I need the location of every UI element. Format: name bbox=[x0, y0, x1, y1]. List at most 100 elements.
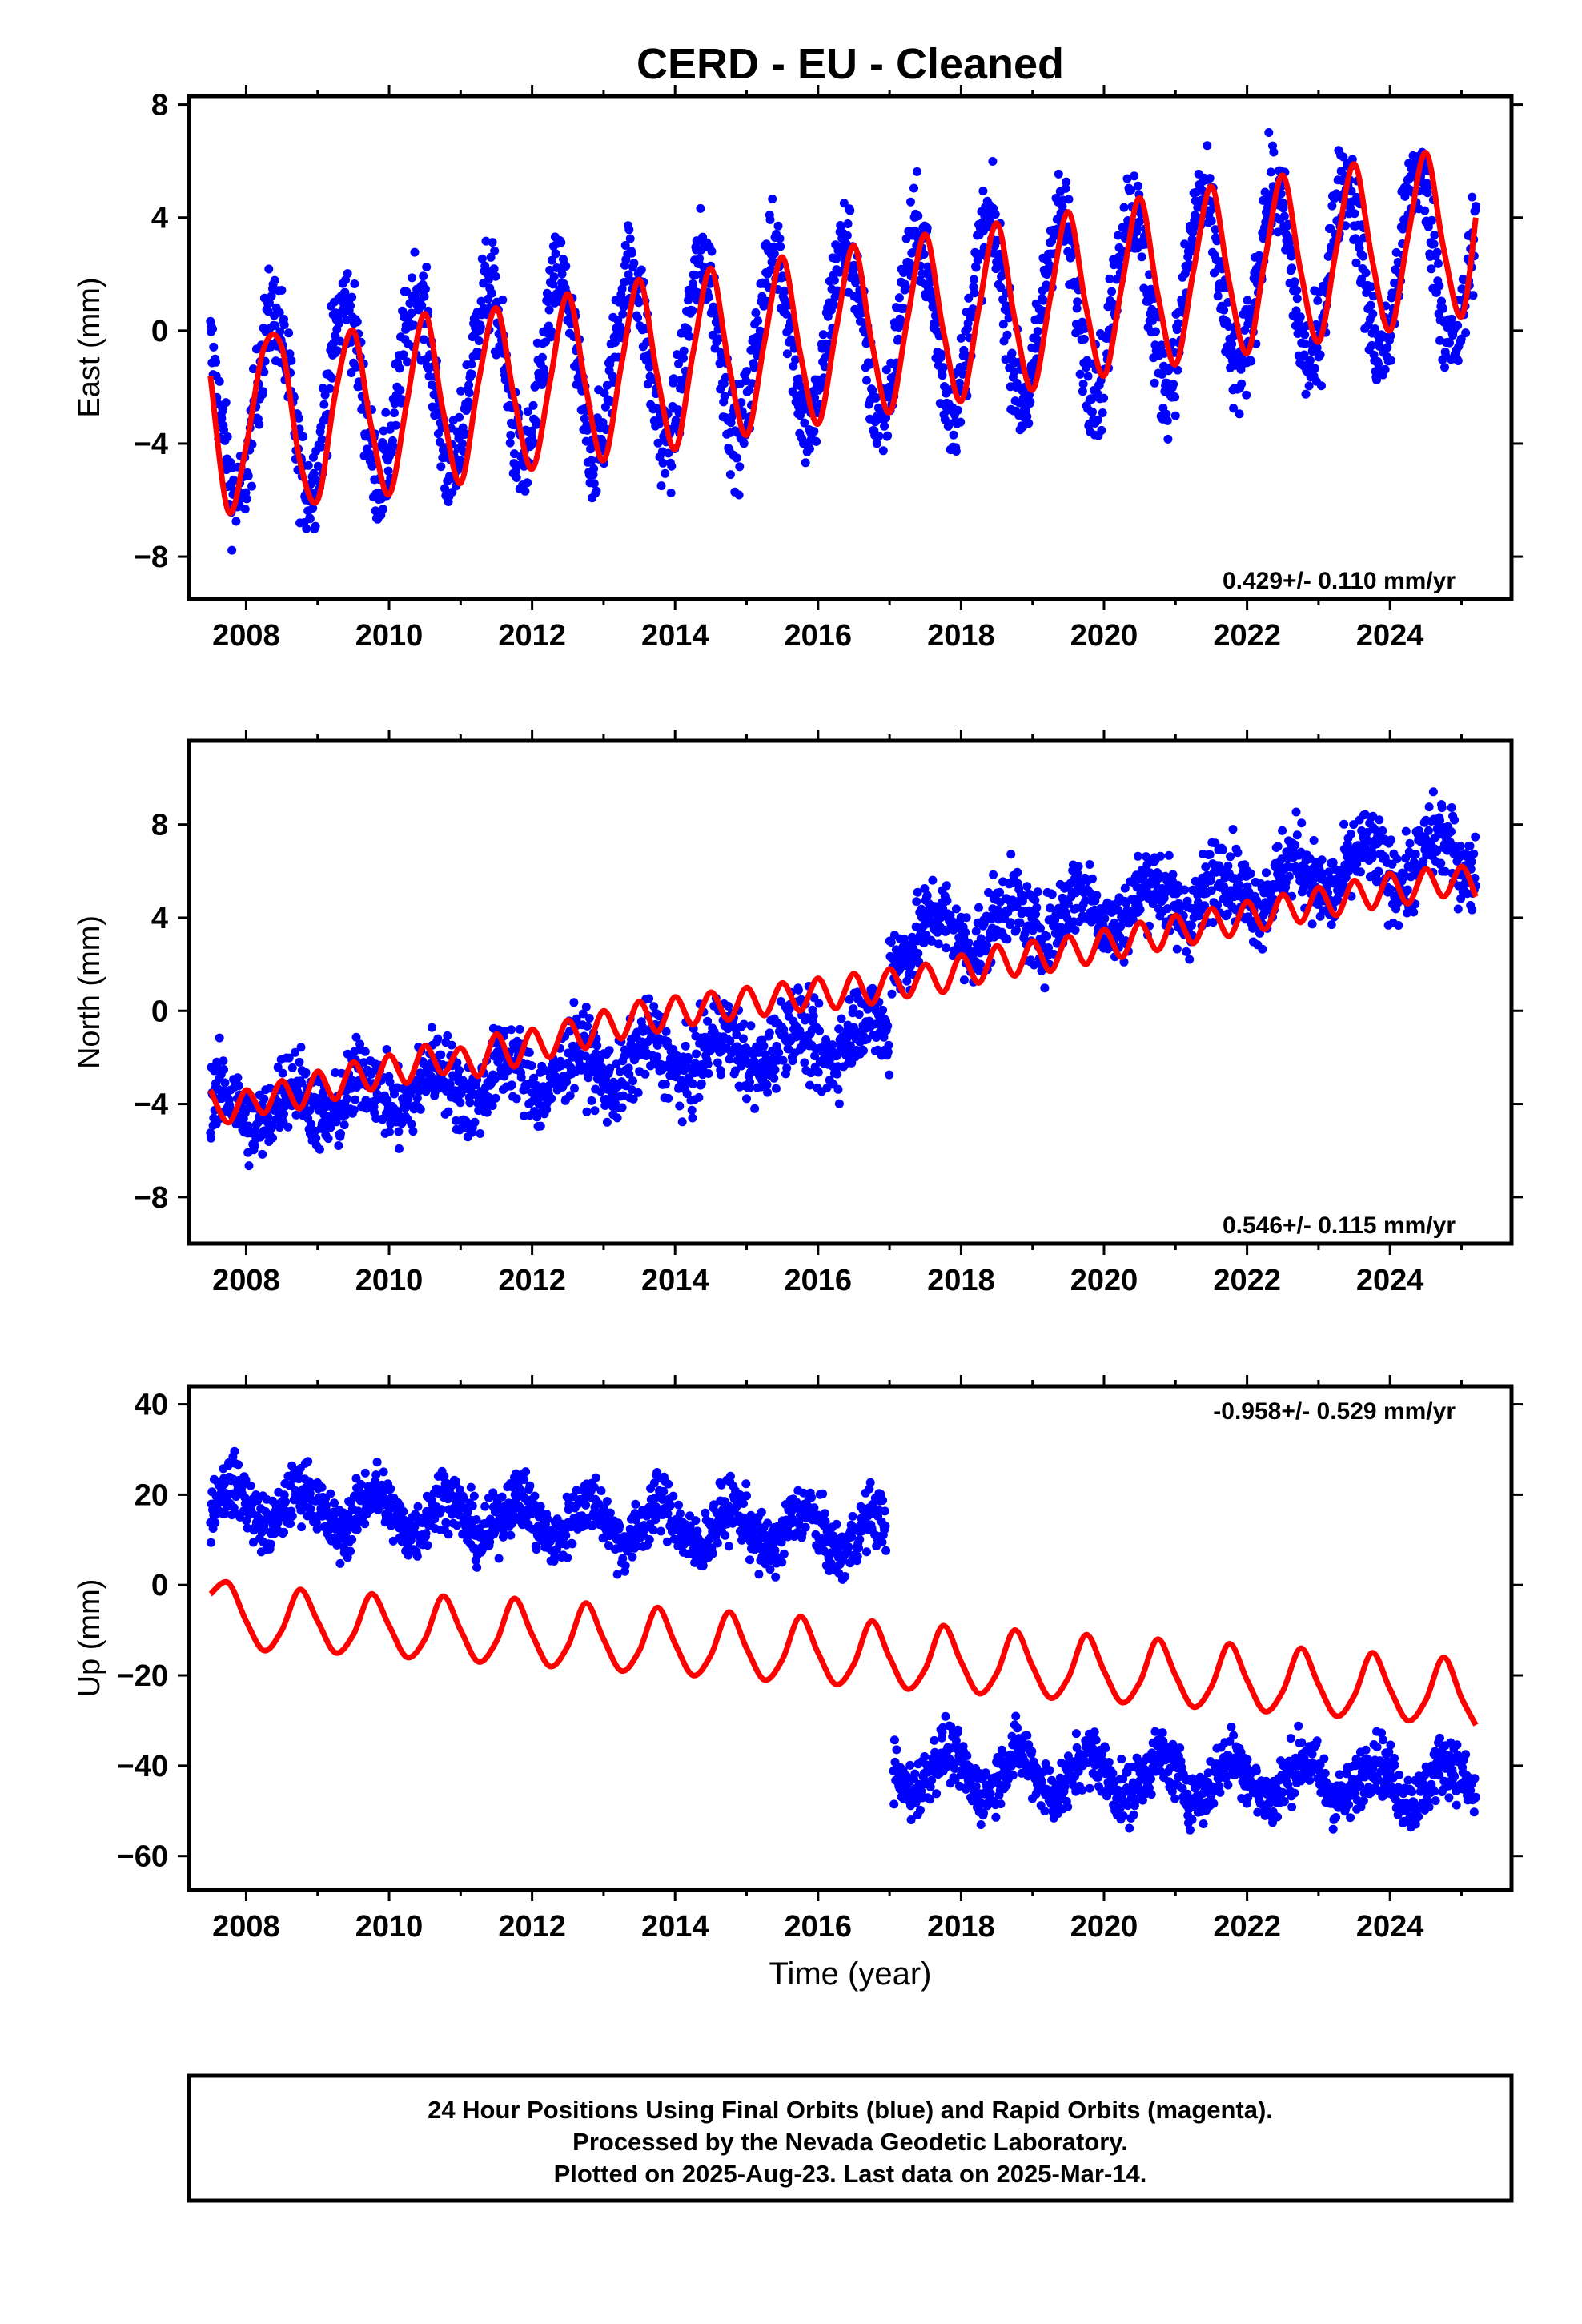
data-point bbox=[934, 939, 943, 949]
data-point bbox=[667, 461, 677, 471]
data-point bbox=[750, 1104, 760, 1113]
data-point bbox=[491, 271, 500, 281]
data-point bbox=[352, 317, 362, 327]
data-point bbox=[1119, 203, 1129, 212]
data-point bbox=[1292, 830, 1302, 840]
data-point bbox=[394, 1127, 404, 1136]
data-point bbox=[684, 1052, 693, 1062]
data-point bbox=[922, 223, 932, 233]
data-point bbox=[995, 887, 1005, 897]
data-point bbox=[716, 1070, 725, 1080]
x-tick-label: 2020 bbox=[1070, 1264, 1138, 1297]
data-point bbox=[1346, 830, 1355, 839]
data-point bbox=[547, 327, 556, 336]
data-point bbox=[1432, 247, 1442, 257]
data-point bbox=[284, 328, 294, 338]
data-point bbox=[1233, 848, 1243, 858]
data-point bbox=[557, 269, 567, 279]
data-point bbox=[913, 167, 921, 176]
data-point bbox=[1223, 909, 1232, 919]
data-point bbox=[443, 1031, 452, 1040]
data-point bbox=[265, 298, 274, 308]
data-point bbox=[1359, 251, 1368, 261]
data-point bbox=[327, 373, 337, 383]
data-point bbox=[308, 504, 318, 513]
data-point bbox=[419, 335, 428, 344]
east-y-axis-label: East (mm) bbox=[73, 277, 106, 417]
data-point bbox=[942, 943, 951, 953]
data-point bbox=[739, 439, 749, 448]
data-point bbox=[1424, 802, 1434, 812]
data-point bbox=[815, 1026, 825, 1035]
data-point bbox=[1468, 192, 1477, 202]
data-point bbox=[778, 1055, 788, 1065]
data-point bbox=[279, 320, 289, 329]
data-point bbox=[217, 414, 227, 424]
data-point bbox=[551, 249, 560, 259]
data-point bbox=[1070, 925, 1080, 935]
data-point bbox=[854, 1010, 864, 1019]
data-point bbox=[1242, 390, 1251, 400]
data-point bbox=[1130, 171, 1139, 181]
data-point bbox=[769, 1073, 779, 1083]
x-tick-label: 2022 bbox=[1213, 619, 1281, 653]
x-tick-label: 2022 bbox=[1213, 1264, 1281, 1297]
data-point bbox=[319, 400, 329, 409]
data-point bbox=[524, 1047, 534, 1057]
data-point bbox=[339, 1120, 349, 1130]
data-point bbox=[1024, 419, 1034, 428]
data-point bbox=[1361, 268, 1371, 278]
data-point bbox=[487, 288, 496, 298]
data-point bbox=[742, 1094, 751, 1104]
y-tick-label: −8 bbox=[134, 541, 168, 574]
data-point bbox=[1223, 861, 1233, 870]
data-point bbox=[1164, 850, 1174, 860]
data-point bbox=[725, 470, 735, 480]
data-point bbox=[674, 359, 683, 368]
data-point bbox=[436, 462, 446, 472]
data-point bbox=[769, 242, 779, 251]
data-point bbox=[1380, 364, 1390, 374]
data-point bbox=[604, 1046, 614, 1055]
data-point bbox=[218, 406, 227, 416]
data-point bbox=[982, 941, 992, 951]
data-point bbox=[500, 375, 510, 384]
x-tick-label: 2014 bbox=[641, 619, 709, 653]
data-point bbox=[1427, 264, 1436, 274]
data-point bbox=[1292, 286, 1302, 296]
data-point bbox=[1366, 300, 1375, 310]
data-point bbox=[447, 1040, 456, 1050]
data-point bbox=[901, 282, 910, 292]
data-point bbox=[1258, 944, 1267, 954]
data-point bbox=[592, 486, 601, 496]
data-point bbox=[465, 1098, 475, 1108]
data-point bbox=[636, 265, 646, 275]
x-tick-label: 2012 bbox=[498, 1264, 566, 1297]
data-point bbox=[880, 421, 889, 431]
data-point bbox=[1033, 327, 1042, 336]
data-point bbox=[624, 225, 634, 235]
data-point bbox=[537, 352, 547, 362]
data-point bbox=[403, 357, 412, 367]
data-point bbox=[208, 324, 217, 334]
data-point bbox=[640, 1069, 650, 1079]
data-point bbox=[589, 479, 599, 489]
data-point bbox=[520, 486, 530, 496]
data-point bbox=[913, 949, 923, 958]
data-point bbox=[347, 292, 357, 302]
data-point bbox=[279, 1109, 288, 1119]
x-tick-label: 2012 bbox=[498, 619, 566, 653]
data-point bbox=[488, 1101, 497, 1111]
data-point bbox=[1042, 931, 1052, 941]
data-point bbox=[351, 1095, 360, 1104]
data-point bbox=[346, 301, 355, 311]
data-point bbox=[277, 286, 287, 295]
data-point bbox=[1100, 914, 1110, 923]
data-point bbox=[1467, 857, 1476, 866]
data-point bbox=[549, 272, 559, 282]
data-point bbox=[978, 187, 988, 195]
data-point bbox=[612, 1113, 622, 1123]
data-point bbox=[843, 219, 853, 228]
data-point bbox=[250, 1141, 259, 1151]
data-point bbox=[351, 362, 361, 372]
